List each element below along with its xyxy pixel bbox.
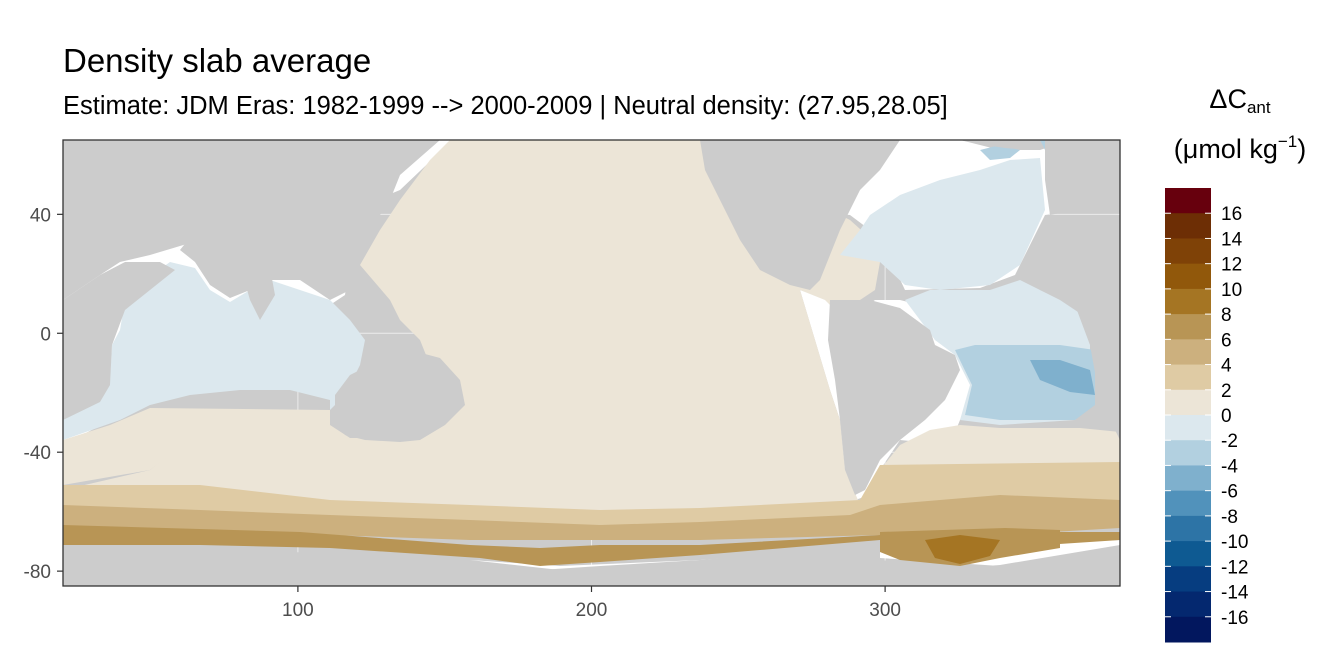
y-tick-label: 0 bbox=[40, 324, 51, 345]
australia-land bbox=[335, 350, 465, 442]
legend-color-step bbox=[1165, 238, 1211, 265]
indian-southern-band bbox=[63, 408, 330, 485]
legend-color-step bbox=[1165, 490, 1211, 517]
legend-label: -6 bbox=[1221, 482, 1238, 503]
legend-color-step bbox=[1165, 339, 1211, 366]
legend-color-step bbox=[1165, 566, 1211, 593]
legend-color-step bbox=[1165, 415, 1211, 441]
legend-color-step bbox=[1165, 314, 1211, 340]
india-land bbox=[240, 265, 275, 320]
x-tick-label: 100 bbox=[282, 600, 314, 621]
legend-color-step bbox=[1165, 288, 1211, 315]
legend-label: 0 bbox=[1221, 406, 1232, 427]
legend-color-step bbox=[1165, 440, 1211, 466]
southern-ocean-band-3 bbox=[63, 525, 1120, 566]
greenland-land bbox=[960, 140, 1040, 150]
y-tick-label: -40 bbox=[24, 443, 51, 464]
legend-label: -14 bbox=[1221, 583, 1249, 604]
chart-title: Density slab average bbox=[63, 42, 372, 79]
legend-unit-prefix: (μmol kg bbox=[1173, 134, 1278, 164]
legend-label: -2 bbox=[1221, 431, 1238, 452]
europe-land bbox=[1045, 140, 1120, 215]
legend-label: 8 bbox=[1221, 305, 1232, 326]
x-tick-label: 200 bbox=[576, 600, 608, 621]
y-tick-label: -80 bbox=[24, 562, 51, 583]
legend-colorbar: 16 14 12 10 8 6 4 2 0 -2 -4 -6 -8 -10 -12 -14 -16 bbox=[1165, 188, 1249, 643]
legend-title-subscript: ant bbox=[1246, 98, 1271, 117]
map-panel bbox=[63, 140, 1120, 586]
legend-label: 10 bbox=[1221, 280, 1242, 301]
legend-label: -10 bbox=[1221, 532, 1248, 553]
legend-label: -4 bbox=[1221, 456, 1238, 477]
west-africa-land bbox=[1020, 250, 1120, 440]
legend-color-step bbox=[1165, 541, 1211, 567]
x-axis: 100 200 300 bbox=[282, 586, 901, 621]
legend-color-step bbox=[1165, 389, 1211, 416]
legend-color-step bbox=[1165, 591, 1211, 618]
legend-color-step bbox=[1165, 515, 1211, 542]
south-atlantic-band bbox=[880, 425, 1120, 470]
legend-color-step bbox=[1165, 188, 1211, 214]
indian-ocean bbox=[63, 262, 365, 440]
legend-label: 12 bbox=[1221, 255, 1242, 276]
legend-label: 14 bbox=[1221, 229, 1243, 250]
legend-unit-suffix: ) bbox=[1297, 134, 1307, 164]
north-america-land bbox=[700, 140, 900, 290]
south-atlantic-lowest-anomaly bbox=[1030, 360, 1095, 395]
africa-body-land bbox=[63, 262, 175, 420]
y-axis: 40 0 -40 -80 bbox=[24, 205, 63, 583]
land-masses bbox=[63, 140, 1120, 586]
legend-label: 4 bbox=[1221, 356, 1232, 377]
north-atlantic-ocean bbox=[840, 158, 1045, 290]
weddell-sea-peak bbox=[925, 535, 1000, 564]
legend-color-step bbox=[1165, 263, 1211, 290]
legend-label: 16 bbox=[1221, 204, 1242, 225]
legend-title-symbol: ΔC bbox=[1209, 84, 1247, 114]
y-tick-label: 40 bbox=[30, 205, 51, 226]
legend-label: -12 bbox=[1221, 557, 1248, 578]
legend-color-step bbox=[1165, 364, 1211, 391]
legend-label: -8 bbox=[1221, 507, 1238, 528]
asia-land bbox=[180, 140, 440, 300]
legend-unit-superscript: −1 bbox=[1277, 132, 1298, 151]
legend-color-step bbox=[1165, 465, 1211, 492]
legend-color-step bbox=[1165, 213, 1211, 239]
legend-color-step bbox=[1165, 616, 1211, 643]
legend-label: 2 bbox=[1221, 381, 1232, 402]
south-america-land bbox=[828, 300, 960, 495]
legend-label: -16 bbox=[1221, 608, 1248, 629]
chart-subtitle: Estimate: JDM Eras: 1982-1999 --> 2000-2… bbox=[63, 92, 948, 120]
pacific-ocean bbox=[63, 140, 880, 530]
legend-title: ΔCant (μmol kg−1) bbox=[1150, 84, 1330, 165]
x-tick-label: 300 bbox=[869, 600, 901, 621]
antarctica-land bbox=[63, 545, 1120, 586]
southern-ocean-band-2 bbox=[63, 495, 1120, 540]
legend-label: 6 bbox=[1221, 330, 1232, 351]
